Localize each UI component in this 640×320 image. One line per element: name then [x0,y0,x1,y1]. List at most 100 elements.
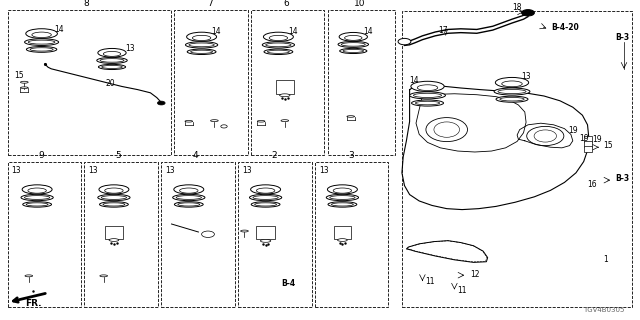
Ellipse shape [344,36,362,40]
Text: 14: 14 [410,76,419,85]
Ellipse shape [338,41,369,47]
Ellipse shape [187,32,216,41]
Ellipse shape [100,59,124,62]
Ellipse shape [21,194,53,201]
Text: 10: 10 [354,0,365,8]
Bar [584,136,592,142]
Ellipse shape [109,239,119,241]
Ellipse shape [26,203,48,206]
Text: 13: 13 [125,44,134,53]
Text: B-3: B-3 [616,174,630,183]
Ellipse shape [339,32,367,41]
Ellipse shape [496,96,528,102]
Ellipse shape [25,275,33,277]
Text: 1: 1 [603,255,607,264]
Ellipse shape [495,77,529,88]
Bar [174,10,248,155]
Ellipse shape [257,120,265,122]
Text: 14: 14 [211,27,221,36]
Text: FR.: FR. [26,299,42,308]
Text: 19: 19 [579,134,589,143]
Ellipse shape [26,29,58,38]
Circle shape [157,101,165,105]
Text: 13: 13 [12,166,21,175]
Circle shape [202,231,214,237]
Bar [402,11,632,307]
Ellipse shape [257,188,275,193]
Polygon shape [406,241,488,262]
Ellipse shape [410,92,445,99]
Bar [238,162,312,307]
Text: 13: 13 [242,166,252,175]
Ellipse shape [411,81,444,92]
Ellipse shape [99,64,125,69]
Ellipse shape [24,39,59,45]
Text: B-3: B-3 [616,33,630,42]
Ellipse shape [98,48,126,57]
Text: 19: 19 [568,126,578,135]
Ellipse shape [330,196,355,199]
Text: 6: 6 [284,0,289,8]
Bar [8,162,81,307]
Ellipse shape [28,40,55,44]
Ellipse shape [251,185,280,194]
Bar [328,10,395,155]
Ellipse shape [20,81,28,83]
Ellipse shape [326,194,358,201]
Text: 11: 11 [458,286,467,295]
Ellipse shape [281,120,289,122]
Ellipse shape [180,188,198,193]
Ellipse shape [22,185,52,194]
Text: B-4: B-4 [282,279,296,288]
Ellipse shape [332,203,353,206]
Ellipse shape [280,94,290,97]
Ellipse shape [412,100,444,106]
Bar [333,226,351,239]
Ellipse shape [241,230,248,232]
Text: 5: 5 [116,151,121,160]
Ellipse shape [260,239,271,242]
Ellipse shape [500,97,524,101]
Ellipse shape [185,120,193,122]
Bar [276,80,294,94]
Ellipse shape [340,48,367,53]
Ellipse shape [211,120,218,122]
Ellipse shape [498,89,526,93]
Ellipse shape [328,185,357,194]
Ellipse shape [415,101,440,105]
Ellipse shape [23,202,52,207]
Text: 2: 2 [271,151,276,160]
Text: 4: 4 [193,151,198,160]
Bar [257,226,275,239]
Ellipse shape [100,275,108,277]
Ellipse shape [264,32,293,41]
Text: 11: 11 [426,277,435,286]
Ellipse shape [417,85,438,91]
Ellipse shape [266,43,291,47]
Circle shape [522,10,534,16]
Text: TGV4B0305: TGV4B0305 [582,307,624,313]
Ellipse shape [98,194,130,201]
Bar [251,10,324,155]
Bar [584,141,592,147]
Ellipse shape [268,50,289,53]
Ellipse shape [255,203,276,206]
Bar [161,162,235,307]
Text: 13: 13 [88,166,98,175]
Ellipse shape [26,46,57,52]
Text: 17: 17 [438,26,448,35]
Ellipse shape [99,202,128,207]
Ellipse shape [262,42,294,48]
Ellipse shape [189,43,214,47]
Ellipse shape [347,116,355,117]
Text: 19: 19 [592,135,602,144]
Ellipse shape [269,36,287,41]
Ellipse shape [337,239,348,241]
Ellipse shape [176,196,202,199]
Ellipse shape [32,32,51,37]
Circle shape [221,125,227,128]
Ellipse shape [187,49,216,54]
Bar [584,146,592,152]
Ellipse shape [30,48,53,51]
Text: 7: 7 [207,0,212,8]
